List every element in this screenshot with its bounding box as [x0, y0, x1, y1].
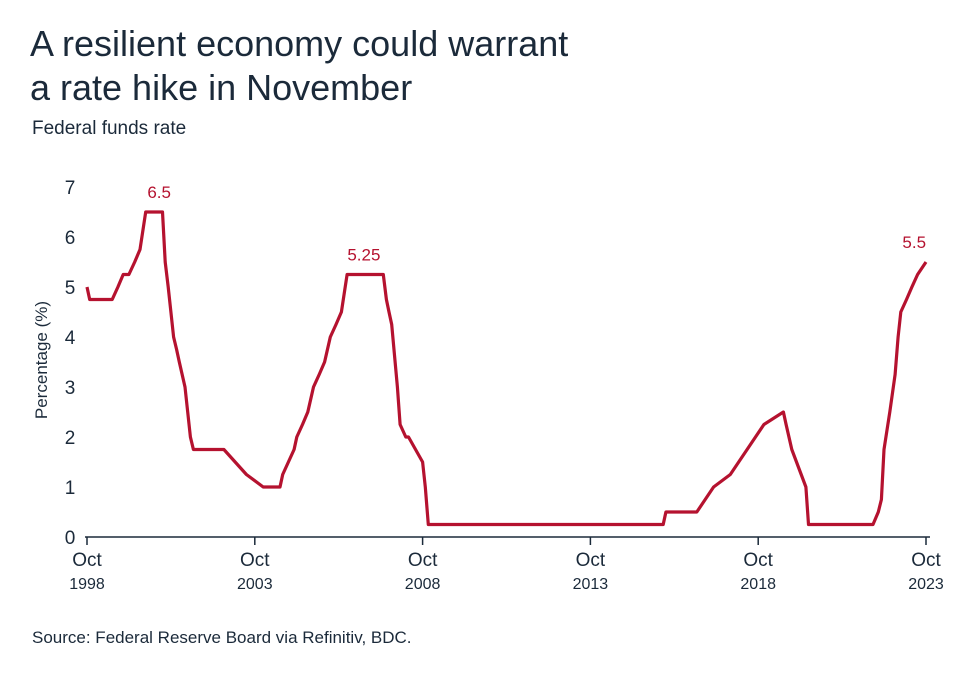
x-tick-label-year: 1998	[69, 576, 105, 593]
x-tick-label-year: 2023	[908, 576, 944, 593]
y-tick-label: 4	[65, 328, 76, 349]
axis-layer: 0 1 2 3 4 5 6 7 Oct 1998 Oct 2003 Oct 2008 Oct 2013 Oct 2…	[65, 178, 944, 593]
x-tick-label-month: Oct	[743, 550, 773, 571]
chart-title: A resilient economy could warrant a rate…	[30, 22, 830, 110]
source-note: Source: Federal Reserve Board via Refini…	[32, 628, 412, 647]
chart-title-line2: a rate hike in November	[30, 67, 413, 108]
y-tick-label: 5	[65, 278, 76, 299]
y-tick-label: 3	[65, 378, 76, 399]
x-tick-label-month: Oct	[240, 550, 270, 571]
line-layer	[85, 210, 928, 527]
data-label: 5.25	[347, 246, 380, 265]
data-label: 6.5	[147, 183, 171, 202]
y-tick-label: 0	[65, 528, 76, 549]
x-tick-label-month: Oct	[408, 550, 438, 571]
y-tick-label: 7	[65, 178, 76, 199]
y-tick-label: 6	[65, 228, 76, 249]
x-tick-label-year: 2018	[740, 576, 776, 593]
annotation-layer: 6.5 5.25 5.5	[147, 183, 926, 265]
y-tick-label: 2	[65, 428, 76, 449]
chart-title-line1: A resilient economy could warrant	[30, 23, 569, 64]
x-tick-label-year: 2003	[237, 576, 273, 593]
x-tick-label-year: 2013	[573, 576, 609, 593]
x-tick-label-month: Oct	[911, 550, 941, 571]
series-line	[85, 210, 928, 527]
y-tick-label: 1	[65, 478, 76, 499]
x-tick-label-month: Oct	[576, 550, 606, 571]
y-axis-label: Percentage (%)	[32, 301, 51, 419]
data-label: 5.5	[902, 233, 926, 252]
chart-subtitle: Federal funds rate	[32, 118, 187, 139]
x-tick-label-month: Oct	[72, 550, 102, 571]
x-tick-label-year: 2008	[405, 576, 441, 593]
